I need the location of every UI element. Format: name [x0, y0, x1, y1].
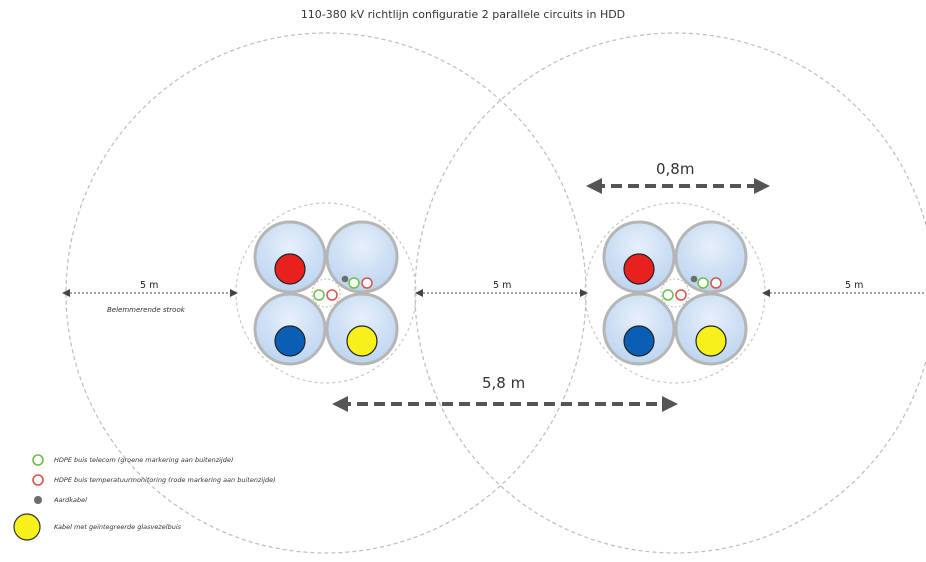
legend-telecom-text: HDPE buis telecom (groene markering aan …: [54, 456, 234, 464]
left-blue-cable: [274, 325, 306, 357]
left-temperature-duct-upper: [361, 277, 373, 289]
red-ring-icon: [32, 474, 44, 486]
green-ring-icon: [32, 454, 44, 466]
grey-dot-icon: [34, 496, 42, 504]
left-temperature-duct: [326, 289, 338, 301]
legend-fiber-cable-text: Kabel met geïntegreerde glasvezelbuis: [54, 523, 182, 531]
right-temperature-duct-upper: [710, 277, 722, 289]
left-earth-cable: [341, 275, 349, 283]
right-zone-label: 5 m: [845, 280, 864, 291]
right-telecom-duct: [662, 289, 674, 301]
right-blue-cable: [623, 325, 655, 357]
bundle-width-label: 0,8m: [656, 160, 695, 178]
left-telecom-duct: [313, 289, 325, 301]
left-yellow-cable: [346, 325, 378, 357]
right-earth-cable: [690, 275, 698, 283]
obstruction-zone-label: Belemmerende strook: [107, 306, 185, 314]
legend-temperature-text: HDPE buis temperatuurmonitoring (rode ma…: [54, 476, 276, 484]
legend-earth-text: Aardkabel: [54, 496, 87, 504]
left-zone-label: 5 m: [140, 280, 159, 291]
right-zone-circle: [414, 32, 926, 554]
right-temperature-duct: [675, 289, 687, 301]
left-red-cable: [274, 253, 306, 285]
circuit-spacing-label: 5,8 m: [482, 374, 526, 392]
yellow-circle-icon: [13, 513, 41, 541]
right-hdd-pipe: [674, 220, 748, 294]
left-telecom-duct-upper: [348, 277, 360, 289]
left-hdd-pipe: [325, 220, 399, 294]
diagram-title: 110-380 kV richtlijn configuratie 2 para…: [300, 8, 626, 21]
right-telecom-duct-upper: [697, 277, 709, 289]
right-yellow-cable: [695, 325, 727, 357]
middle-zone-label: 5 m: [493, 280, 512, 291]
right-red-cable: [623, 253, 655, 285]
